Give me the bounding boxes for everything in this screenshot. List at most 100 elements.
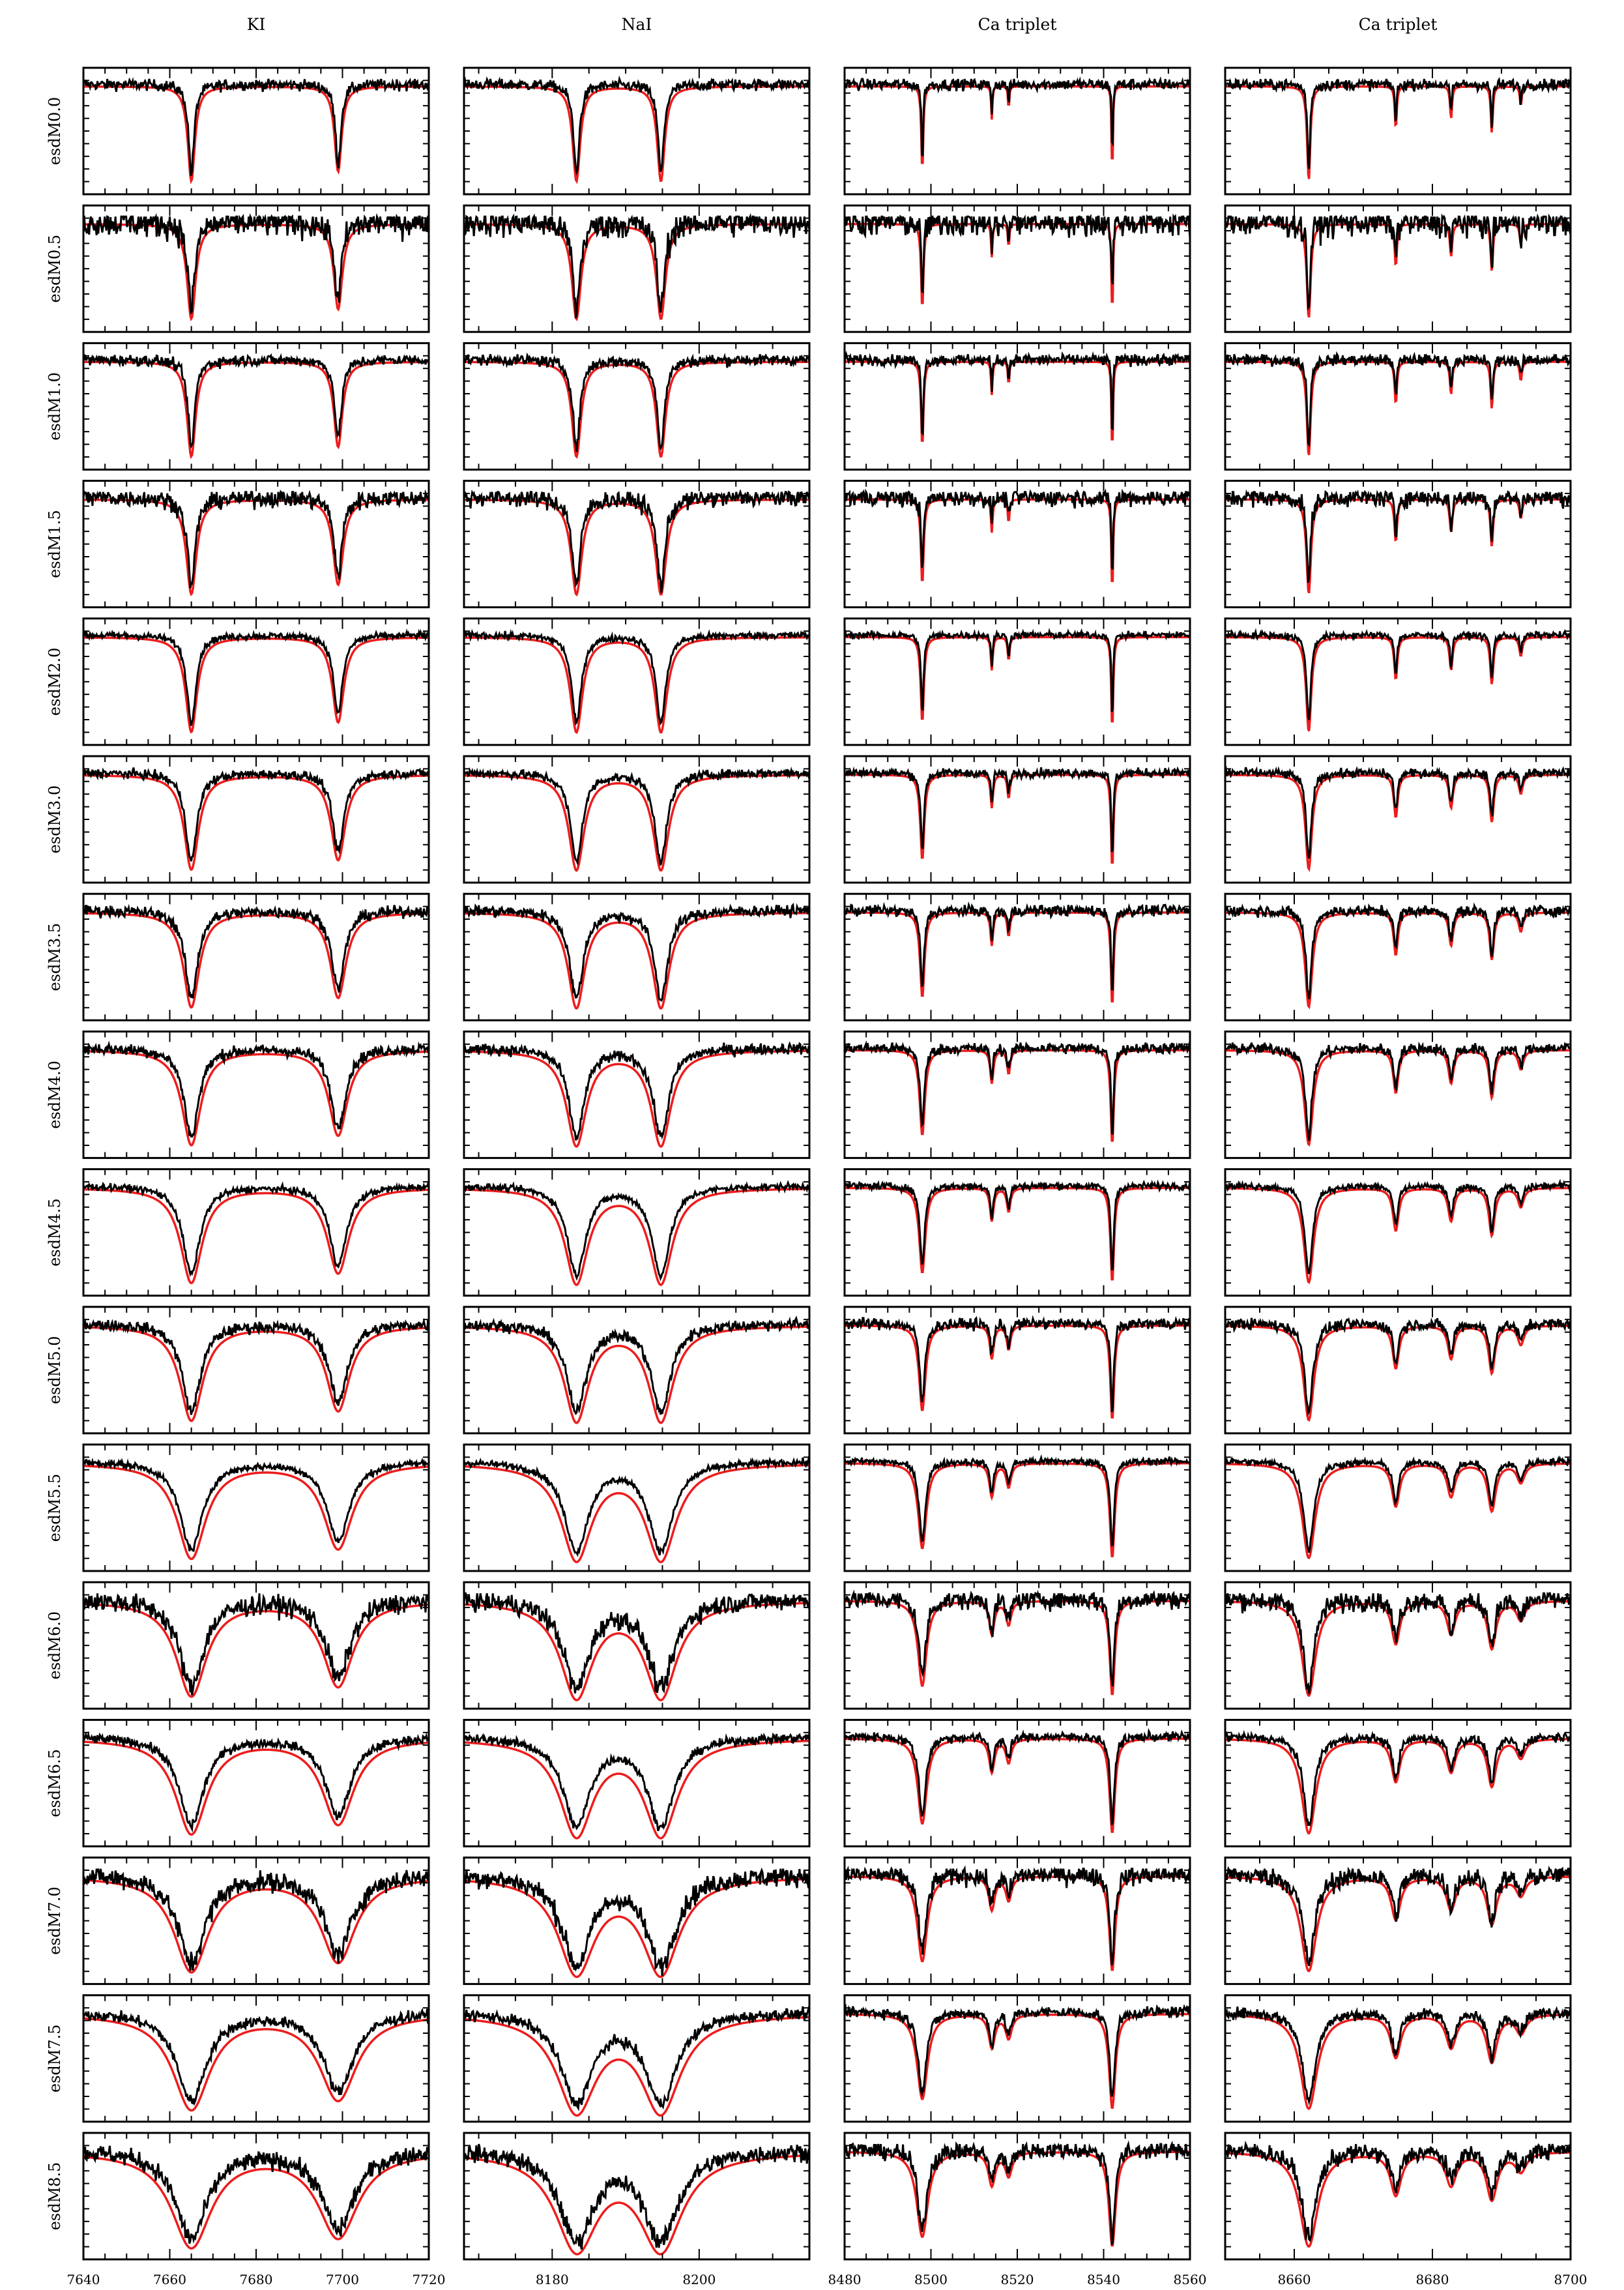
series-observed-line (1225, 628, 1571, 720)
series-observed-line (464, 1041, 809, 1141)
panel-frame (82, 1857, 430, 1986)
spectrum-panel (843, 755, 1191, 884)
series-observed-line (83, 77, 429, 176)
series-model-line (83, 1602, 429, 1698)
spectrum-panel (1224, 1581, 1572, 1710)
series-model-line (83, 85, 429, 184)
series-observed-line (1225, 489, 1571, 583)
spectrum-panel: 8660 8680 8700 (1224, 2132, 1588, 2287)
series-observed-line (83, 1317, 429, 1415)
series-observed-line (83, 1868, 429, 1971)
row-label: esdM5.5 (46, 1474, 64, 1542)
panel-frame (82, 1718, 430, 1847)
spectrum-panel (463, 1857, 811, 1986)
spectrum-panel (1224, 1168, 1572, 1297)
row-label: esdM6.0 (46, 1611, 64, 1680)
series-observed-line (845, 1040, 1190, 1135)
series-model-line (464, 1188, 809, 1286)
x-tick-label: 8540 (1087, 2272, 1120, 2287)
series-model-line (464, 1739, 809, 1840)
spectrum-panel (82, 1994, 430, 2123)
spectrum-panel (82, 342, 430, 471)
spectrum-panel (82, 1030, 430, 1159)
series-model-line (464, 636, 809, 735)
spectrum-panel (1224, 1030, 1572, 1159)
spectrum-panel (82, 1857, 430, 1986)
spectrum-panel (82, 617, 430, 746)
spectrum-panel (1224, 1994, 1572, 2123)
series-model-line (1225, 1462, 1571, 1559)
series-model-line (83, 2155, 429, 2250)
column-title: Ca triplet (1359, 15, 1438, 34)
row-label: esdM5.0 (46, 1336, 64, 1404)
series-observed-line (845, 76, 1190, 156)
spectrum-panel (82, 1443, 430, 1572)
spectrum-panel (463, 342, 811, 471)
spectrum-panel (843, 204, 1191, 333)
series-observed-line (464, 2143, 809, 2250)
spectrum-panel: 7640 7660 7680 7700 7720 (67, 2132, 445, 2287)
row-label: esdM7.5 (46, 2024, 64, 2092)
series-model-line (83, 1879, 429, 1974)
series-observed-line (464, 1732, 809, 1832)
spectrum-panel (463, 617, 811, 746)
series-observed-line (83, 903, 429, 999)
x-tick-label: 8200 (682, 2272, 716, 2287)
series-observed-line (83, 1457, 429, 1552)
spectrum-panel (82, 1306, 430, 1435)
series-model-line (83, 498, 429, 596)
spectrum-panel (82, 755, 430, 884)
spectrum-panel (1224, 617, 1572, 746)
spectrum-panel (843, 1030, 1191, 1159)
series-model-line (1225, 223, 1571, 318)
series-observed-line (1225, 902, 1571, 999)
spectrum-panel (82, 66, 430, 196)
series-model-line (83, 1326, 429, 1422)
spectrum-panel (463, 1718, 811, 1847)
spectrum-panel (82, 1581, 430, 1710)
series-model-line (83, 1464, 429, 1561)
series-model-line (845, 2151, 1190, 2247)
row-label: esdM0.0 (46, 97, 64, 166)
spectrum-panel: 8480 8500 8520 8540 8560 (828, 2132, 1207, 2287)
series-observed-line (464, 1455, 809, 1557)
panel-frame (1224, 1718, 1572, 1847)
series-observed-line (845, 1589, 1190, 1686)
series-observed-line (464, 1180, 809, 1282)
row-label: esdM2.0 (46, 647, 64, 716)
x-tick-label: 8700 (1554, 2272, 1588, 2287)
series-observed-line (845, 1454, 1190, 1547)
series-model-line (464, 911, 809, 1010)
x-tick-label: 8660 (1278, 2272, 1311, 2287)
x-tick-label: 8560 (1174, 2272, 1207, 2287)
spectrum-panel (463, 66, 811, 196)
spectrum-panel (843, 1718, 1191, 1847)
series-model-line (464, 1325, 809, 1424)
row-label: esdM3.5 (46, 923, 64, 991)
spectrum-panel (463, 1443, 811, 1572)
x-tick-label: 7680 (240, 2272, 273, 2287)
spectrum-panel (1224, 204, 1572, 333)
spectrum-panel (1224, 892, 1572, 1021)
spectrum-panel (1224, 755, 1572, 884)
series-model-line (464, 774, 809, 872)
spectrum-panel (463, 1168, 811, 1297)
series-model-line (464, 498, 809, 597)
column-title: Ca triplet (978, 15, 1057, 34)
series-observed-line (464, 1315, 809, 1415)
series-observed-line (83, 2007, 429, 2106)
series-model-line (845, 1737, 1190, 1833)
series-observed-line (83, 1731, 429, 1833)
series-model-line (83, 1188, 429, 1285)
row-label: esdM7.0 (46, 1886, 64, 1955)
series-model-line (83, 1050, 429, 1147)
spectrum-panel (463, 892, 811, 1021)
series-observed-line (464, 1592, 809, 1694)
series-observed-line (845, 901, 1190, 991)
series-observed-line (845, 1727, 1190, 1825)
series-observed-line (464, 75, 809, 176)
series-observed-line (83, 1040, 429, 1138)
x-tick-label: 7660 (153, 2272, 186, 2287)
